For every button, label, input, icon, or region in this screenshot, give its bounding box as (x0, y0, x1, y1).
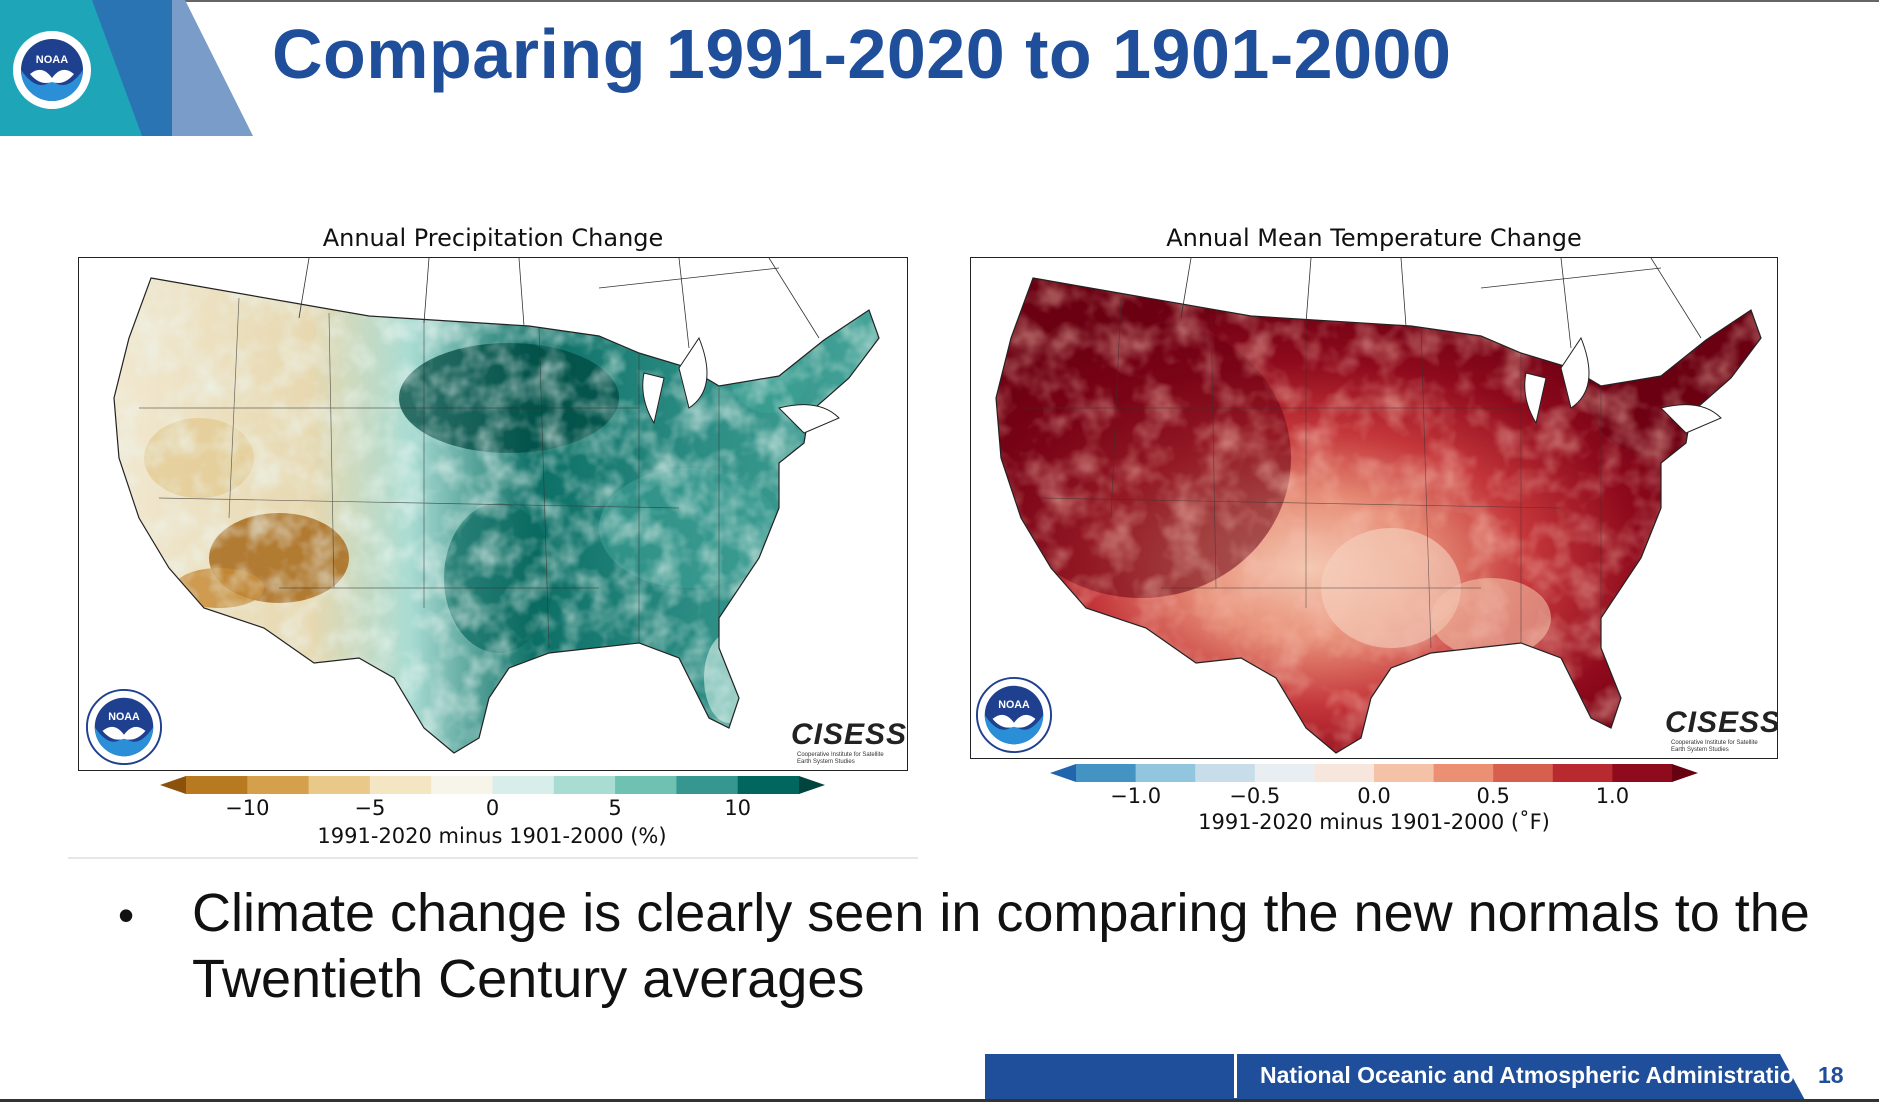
temperature-colorbar-tick: 0.5 (1476, 784, 1510, 808)
footer-divider (1234, 1054, 1237, 1098)
precipitation-colorbar-segment (737, 776, 800, 794)
precip-noaa-logo-text: NOAA (108, 711, 140, 723)
precip-cisess-brand: CISESS (791, 718, 908, 751)
bullet-text: Climate change is clearly seen in compar… (192, 883, 1810, 1009)
precipitation-colorbar-tick: 10 (724, 796, 752, 820)
footer-org-name: National Oceanic and Atmospheric Adminis… (1260, 1062, 1828, 1088)
temperature-colorbar-tick: 0.0 (1357, 784, 1391, 808)
temp-colorbar-label: 1991-2020 minus 1901-2000 (˚F) (1198, 810, 1550, 834)
temperature-colorbar-tick: 1.0 (1595, 784, 1630, 808)
temperature-colorbar-segment (1493, 764, 1554, 782)
precip-cisess-subtitle: Cooperative Institute for Satellite Eart… (797, 752, 884, 765)
temp-noaa-logo-text: NOAA (998, 699, 1030, 711)
bottom-border (0, 1099, 1879, 1102)
precipitation-colorbar-tick: −10 (225, 796, 270, 820)
precipitation-colorbar-segment (615, 776, 677, 794)
precipitation-colorbar-segment (431, 776, 493, 794)
temperature-colorbar-segment (1135, 764, 1196, 782)
noaa-logo-text: NOAA (36, 54, 68, 66)
temperature-colorbar-segment (1195, 764, 1256, 782)
footer-cut (1780, 1054, 1806, 1102)
precipitation-colorbar-tick: 0 (485, 796, 500, 820)
precip-colorbar (160, 776, 825, 794)
slide-title: Comparing 1991-2020 to 1901-2000 (272, 15, 1452, 93)
precipitation-colorbar-over (799, 776, 825, 794)
temperature-colorbar-segment (1314, 764, 1375, 782)
precipitation-colorbar-segment (308, 776, 371, 794)
precipitation-colorbar-tick: −5 (354, 796, 386, 820)
precipitation-colorbar-segment (492, 776, 555, 794)
footer-bar (985, 1054, 1805, 1102)
precipitation-colorbar-under (160, 776, 186, 794)
temperature-colorbar-segment (1433, 764, 1494, 782)
temp-noaa-logo: NOAA (975, 676, 1053, 754)
temp-map-title: Annual Mean Temperature Change (1166, 224, 1582, 252)
precip-noaa-logo: NOAA (85, 688, 163, 766)
precipitation-colorbar-segment (186, 776, 248, 794)
precip-map: NOAA CISESS Cooperative Institute for Sa… (78, 257, 908, 771)
temperature-colorbar-tick: −1.0 (1110, 784, 1162, 808)
noaa-logo: NOAA (12, 30, 92, 110)
precip-colorbar-label: 1991-2020 minus 1901-2000 (%) (317, 824, 667, 848)
precipitation-colorbar-segment (369, 776, 432, 794)
precipitation-colorbar-segment (247, 776, 310, 794)
precip-map-title: Annual Precipitation Change (322, 224, 664, 252)
temp-cisess-brand: CISESS (1665, 706, 1778, 739)
temperature-colorbar-segment (1552, 764, 1613, 782)
temperature-colorbar-tick: −0.5 (1229, 784, 1281, 808)
temperature-colorbar-segment (1612, 764, 1673, 782)
temp-colorbar (1050, 764, 1698, 782)
temperature-colorbar-under (1050, 764, 1076, 782)
temperature-colorbar-over (1672, 764, 1698, 782)
temperature-colorbar-segment (1076, 764, 1137, 782)
bullet-marker: • (118, 889, 135, 941)
precipitation-colorbar-tick: 5 (608, 796, 622, 820)
precipitation-colorbar-segment (676, 776, 739, 794)
temperature-colorbar-segment (1374, 764, 1435, 782)
precipitation-colorbar-segment (553, 776, 616, 794)
temp-map: NOAA CISESS Cooperative Institute for Sa… (970, 257, 1778, 759)
temp-cisess-subtitle: Cooperative Institute for Satellite Eart… (1671, 740, 1758, 753)
page-number: 18 (1818, 1062, 1844, 1088)
temperature-colorbar-segment (1254, 764, 1315, 782)
top-border (0, 0, 1879, 2)
content-separator (68, 857, 918, 859)
